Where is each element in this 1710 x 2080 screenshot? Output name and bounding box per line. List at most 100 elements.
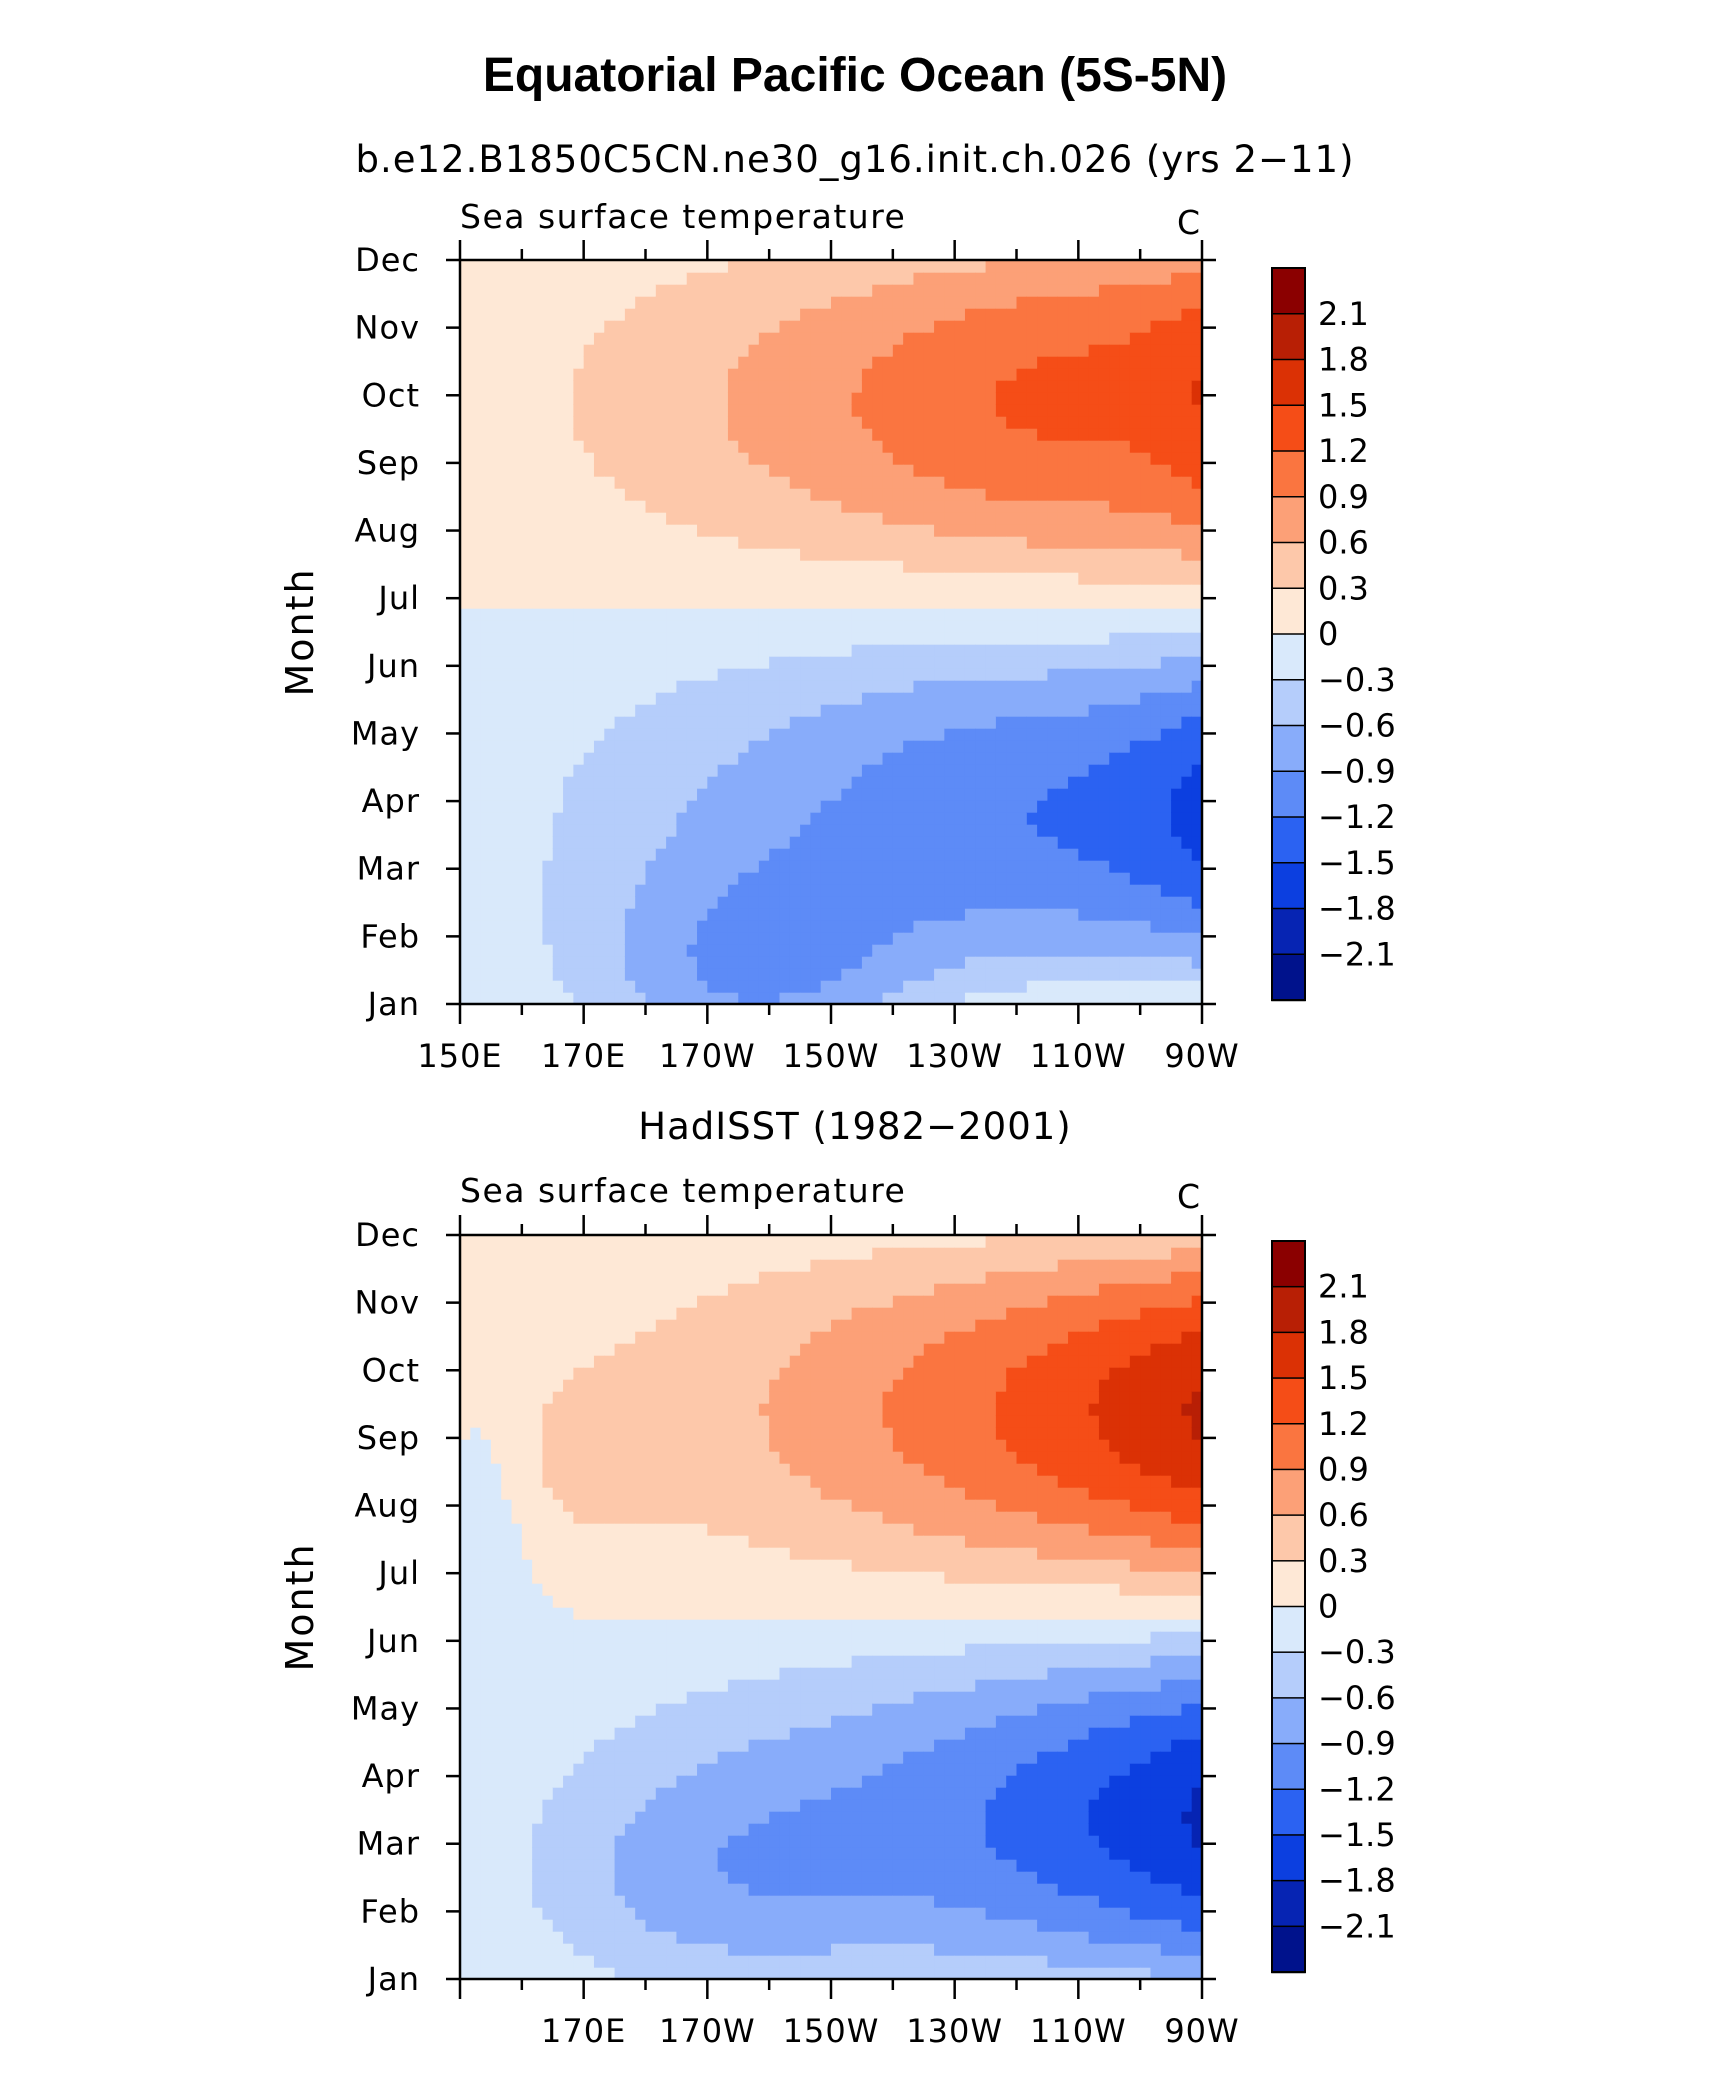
contour-cell [521,1715,533,1728]
contour-cell [903,404,915,417]
contour-cell [593,452,605,465]
contour-cell [934,872,946,885]
contour-cell [521,1835,533,1848]
contour-cell [593,608,605,621]
contour-cell [624,848,636,861]
contour-cell [841,404,853,417]
contour-cell [1078,284,1090,297]
contour-cell [511,716,523,729]
contour-cell [1006,368,1018,381]
contour-cell [789,980,801,993]
contour-cell [501,1475,513,1488]
contour-cell [923,284,935,297]
contour-cell [1006,308,1018,321]
contour-cell [717,524,729,537]
contour-cell [851,932,863,945]
contour-cell [655,776,667,789]
contour-cell [1129,452,1141,465]
contour-cell [1109,284,1121,297]
contour-cell [1047,848,1059,861]
contour-cell [769,620,781,633]
contour-cell [831,572,843,585]
contour-cell [1129,992,1141,1005]
contour-cell [810,824,822,837]
contour-cell [511,932,523,945]
contour-cell [490,968,502,981]
contour-cell [1191,524,1203,537]
contour-cell [501,560,513,573]
contour-cell [892,824,904,837]
contour-cell [593,884,605,897]
contour-cell [624,944,636,957]
contour-cell [944,704,956,717]
contour-cell [490,752,502,765]
contour-cell [1078,296,1090,309]
contour-cell [810,536,822,549]
contour-cell [542,272,554,285]
contour-cell [501,464,513,477]
contour-cell [738,836,750,849]
contour-cell [511,1751,523,1764]
contour-cell [470,1451,482,1464]
contour-cell [975,620,987,633]
contour-cell [882,800,894,813]
contour-cell [903,872,915,885]
contour-cell [521,908,533,921]
contour-cell [1181,320,1193,333]
contour-cell [1150,548,1162,561]
contour-cell [655,548,667,561]
contour-cell [758,332,770,345]
contour-cell [1109,452,1121,465]
colorbar-swatch [1271,907,1306,956]
contour-cell [841,980,853,993]
contour-cell [1109,476,1121,489]
contour-cell [563,284,575,297]
contour-cell [635,260,647,273]
contour-cell [1016,968,1028,981]
contour-cell [882,692,894,705]
contour-cell [614,680,626,693]
contour-cell [511,776,523,789]
contour-cell [1047,716,1059,729]
contour-cell [727,596,739,609]
contour-cell [552,572,564,585]
contour-cell [995,944,1007,957]
contour-cell [490,1427,502,1440]
contour-cell [470,764,482,777]
contour-cell [614,788,626,801]
contour-cell [1098,692,1110,705]
contour-cell [800,572,812,585]
contour-cell [583,560,595,573]
contour-cell [542,644,554,657]
contour-cell [614,524,626,537]
contour-cell [480,1247,492,1260]
contour-cell [1098,440,1110,453]
contour-cell [676,872,688,885]
contour-cell [532,368,544,381]
contour-cell [964,368,976,381]
contour-cell [511,1871,523,1884]
contour-cell [604,428,616,441]
x-tick-label: 90W [1164,1037,1239,1075]
contour-cell [480,1871,492,1884]
contour-cell [1068,956,1080,969]
contour-cell [511,1331,523,1344]
contour-cell [655,272,667,285]
contour-cell [717,308,729,321]
contour-cell [573,644,585,657]
contour-cell [635,596,647,609]
contour-cell [995,488,1007,501]
contour-cell [470,356,482,369]
contour-cell [676,572,688,585]
contour-cell [861,284,873,297]
contour-cell [655,392,667,405]
contour-cell [851,608,863,621]
contour-cell [717,356,729,369]
contour-cell [872,584,884,597]
contour-cell [738,956,750,969]
contour-cell [934,584,946,597]
contour-cell [1026,500,1038,513]
contour-cell [1140,908,1152,921]
contour-cell [995,584,1007,597]
contour-cell [964,968,976,981]
